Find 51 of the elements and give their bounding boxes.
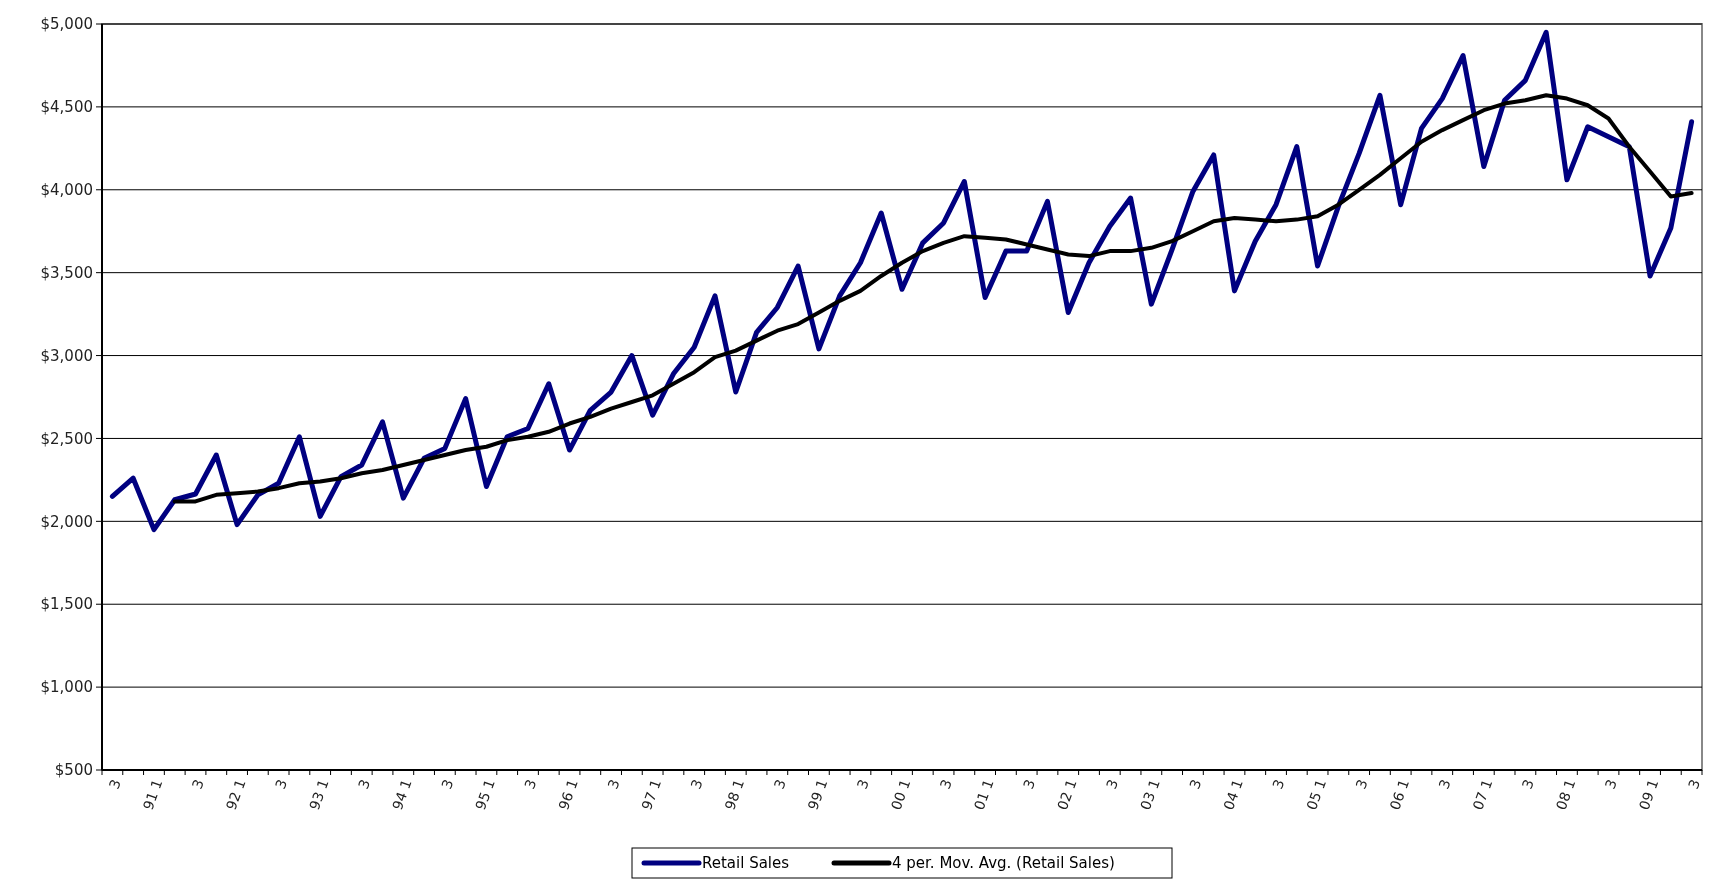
legend-label: Retail Sales — [702, 854, 790, 873]
y-tick-label: $500 — [54, 761, 93, 780]
x-tick-label: 3 — [1601, 777, 1620, 792]
x-tick-label: 3 — [271, 777, 291, 792]
x-tick-label: 09 1 — [1635, 777, 1662, 812]
x-tick-label: 94 1 — [389, 777, 415, 812]
x-tick-label: 3 — [1269, 777, 1288, 792]
x-tick-label: 3 — [770, 777, 789, 792]
x-tick-label: 92 1 — [222, 777, 249, 812]
x-tick-label: 3 — [355, 777, 374, 792]
x-tick-label: 3 — [936, 777, 955, 792]
x-tick-label: 3 — [604, 777, 623, 792]
x-tick-label: 91 1 — [139, 777, 166, 812]
y-tick-label: $2,500 — [40, 429, 93, 448]
x-tick-label: 3 — [1352, 777, 1371, 792]
x-tick-label: 3 — [853, 777, 872, 792]
x-tick-label: 95 1 — [472, 777, 498, 812]
y-tick-label: $5,000 — [40, 15, 93, 34]
x-tick-label: 3 — [105, 777, 124, 792]
x-tick-label: 08 1 — [1552, 777, 1579, 812]
legend-label: 4 per. Mov. Avg. (Retail Sales) — [892, 854, 1115, 873]
y-tick-label: $4,500 — [40, 98, 93, 117]
x-tick-label: 02 1 — [1053, 777, 1080, 812]
x-tick-label: 3 — [1435, 777, 1454, 792]
x-tick-label: 3 — [521, 777, 540, 792]
x-tick-label: 00 1 — [887, 777, 914, 812]
x-tick-label: 03 1 — [1137, 777, 1163, 812]
x-tick-label: 3 — [188, 777, 207, 792]
x-tick-label: 3 — [1518, 777, 1537, 792]
x-tick-label: 04 1 — [1220, 777, 1246, 812]
y-tick-label: $3,500 — [40, 263, 93, 282]
y-tick-label: $2,000 — [40, 512, 93, 531]
y-tick-label: $4,000 — [40, 181, 93, 200]
x-tick-label: 98 1 — [721, 777, 748, 812]
y-tick-label: $3,000 — [40, 346, 93, 365]
y-tick-label: $1,000 — [40, 678, 93, 697]
x-tick-label: 06 1 — [1386, 777, 1413, 812]
x-tick-label: 3 — [1684, 777, 1704, 792]
x-tick-label: 07 1 — [1469, 777, 1496, 812]
x-tick-label: 96 1 — [555, 777, 581, 812]
x-tick-label: 01 1 — [970, 777, 997, 812]
x-tick-label: 3 — [1186, 777, 1205, 792]
x-tick-label: 3 — [1020, 777, 1039, 792]
x-tick-label: 97 1 — [638, 777, 665, 812]
x-tick-label: 3 — [438, 777, 457, 792]
x-tick-label: 93 1 — [305, 777, 332, 812]
y-tick-label: $1,500 — [40, 595, 93, 614]
x-tick-label: 3 — [1103, 777, 1122, 792]
x-tick-label: 05 1 — [1303, 777, 1330, 812]
x-tick-label: 3 — [687, 777, 706, 792]
x-tick-label: 99 1 — [804, 777, 831, 812]
